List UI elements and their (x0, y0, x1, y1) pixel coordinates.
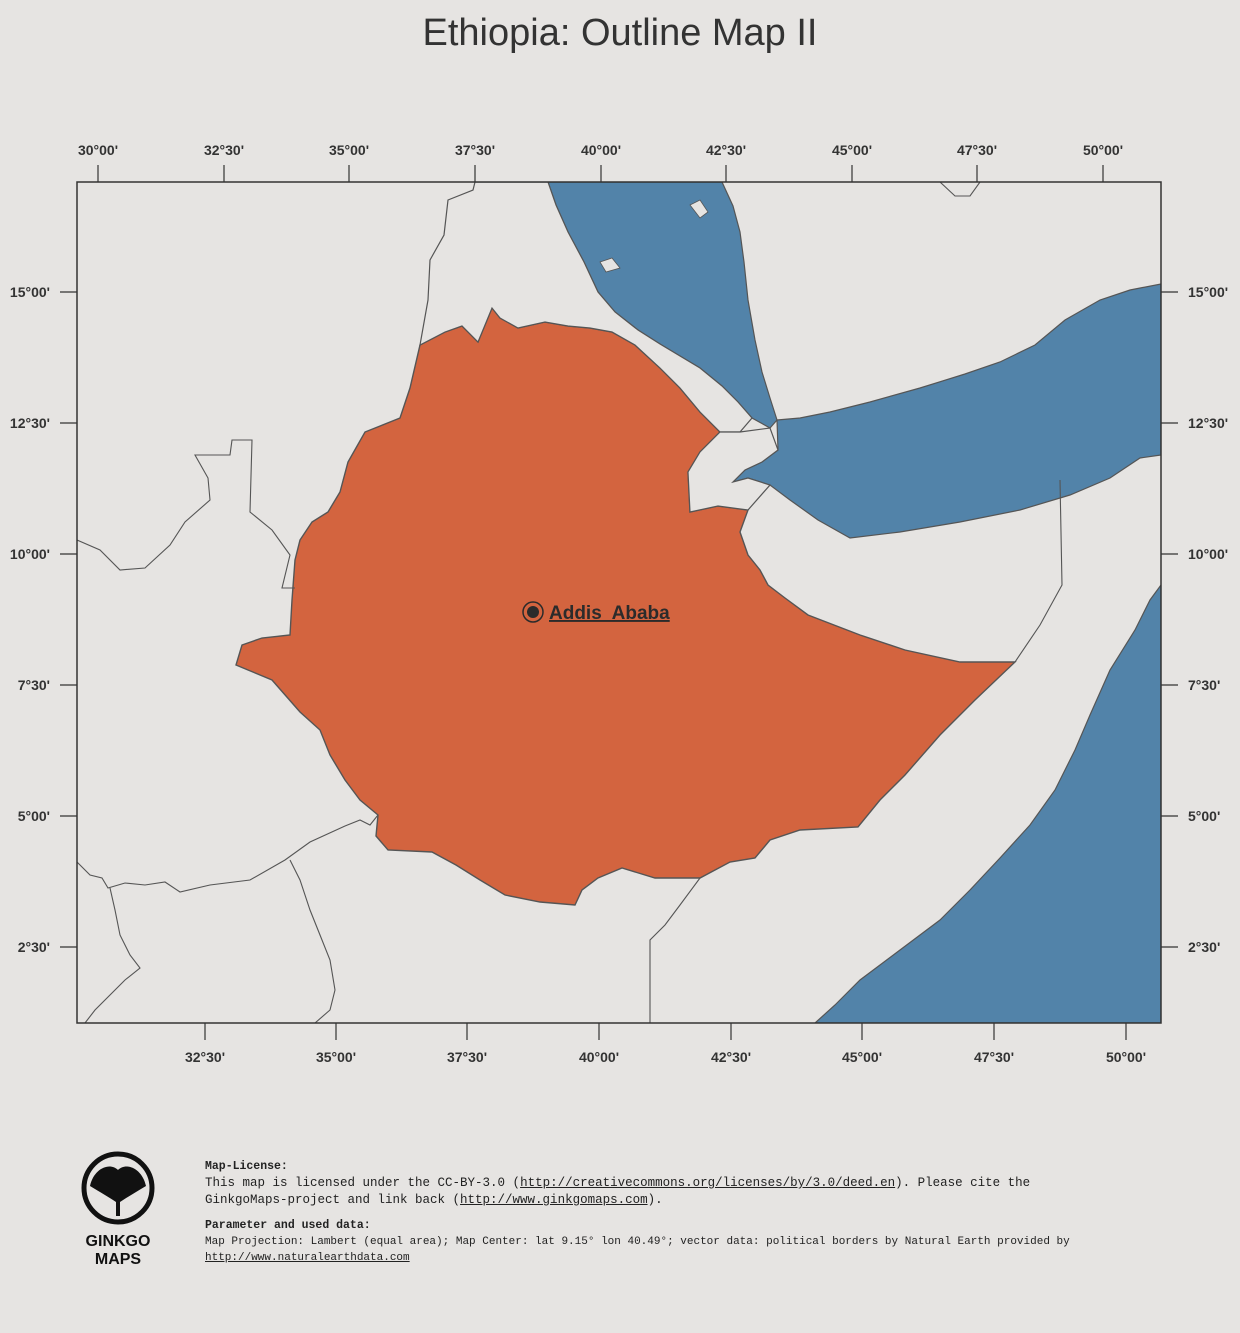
capital-marker-ring (522, 601, 544, 623)
left-lat-label: 12°30' (10, 415, 50, 431)
params-line: Map Projection: Lambert (equal area); Ma… (205, 1236, 1070, 1248)
left-lat-labels: 15°00' 12°30' 10°00' 7°30' 5°00' 2°30' (10, 284, 50, 955)
ginkgo-maps-logo: GINKGO MAPS (78, 1150, 158, 1269)
top-lon-label: 32°30' (204, 142, 244, 158)
params-heading: Parameter and used data: (205, 1219, 371, 1232)
bottom-lon-labels: 32°30' 35°00' 37°30' 40°00' 42°30' 45°00… (185, 1049, 1146, 1065)
naturalearth-link[interactable]: http://www.naturalearthdata.com (205, 1252, 410, 1264)
left-lat-label: 15°00' (10, 284, 50, 300)
map-frame (76, 181, 1162, 1024)
axis-ticks (60, 165, 1178, 1040)
license-block: Map-License: This map is licensed under … (205, 1160, 1195, 1266)
map-body: Addis Ababa (77, 182, 1161, 1023)
right-lat-label: 5°00' (1188, 808, 1220, 824)
top-lon-label: 37°30' (455, 142, 495, 158)
neighbor-borders (77, 182, 1063, 1023)
license-line-1: This map is licensed under the CC-BY-3.0… (205, 1175, 1195, 1192)
left-lat-label: 7°30' (18, 677, 50, 693)
bottom-lon-label: 45°00' (842, 1049, 882, 1065)
top-lon-label: 50°00' (1083, 142, 1123, 158)
top-lon-label: 40°00' (581, 142, 621, 158)
top-lon-label: 35°00' (329, 142, 369, 158)
left-lat-label: 5°00' (18, 808, 50, 824)
license-text: GinkgoMaps-project and link back ( (205, 1193, 461, 1207)
bottom-lon-label: 42°30' (711, 1049, 751, 1065)
license-text: This map is licensed under the CC-BY-3.0… (205, 1176, 521, 1190)
bottom-lon-label: 37°30' (447, 1049, 487, 1065)
license-heading: Map-License: (205, 1160, 288, 1173)
right-lat-label: 15°00' (1188, 284, 1228, 300)
top-lon-label: 30°00' (78, 142, 118, 158)
ginkgo-leaf-icon (81, 1151, 155, 1225)
djibouti (687, 427, 779, 513)
capital-label: Addis Ababa (549, 603, 670, 624)
bottom-lon-label: 35°00' (316, 1049, 356, 1065)
eritrea (419, 182, 753, 433)
cc-license-link[interactable]: http://creativecommons.org/licenses/by/3… (520, 1176, 896, 1190)
right-lat-label: 2°30' (1188, 939, 1220, 955)
left-lat-label: 2°30' (18, 939, 50, 955)
bottom-lon-label: 32°30' (185, 1049, 225, 1065)
bottom-lon-label: 50°00' (1106, 1049, 1146, 1065)
ginkgomaps-link[interactable]: http://www.ginkgomaps.com (460, 1193, 648, 1207)
right-lat-label: 7°30' (1188, 677, 1220, 693)
license-text: ). Please cite the (895, 1176, 1031, 1190)
map-title: Ethiopia: Outline Map II (422, 12, 818, 54)
top-lon-labels: 30°00' 32°30' 35°00' 37°30' 40°00' 42°30… (78, 142, 1123, 158)
right-lat-label: 12°30' (1188, 415, 1228, 431)
bottom-lon-label: 47°30' (974, 1049, 1014, 1065)
left-lat-label: 10°00' (10, 546, 50, 562)
top-lon-label: 42°30' (706, 142, 746, 158)
license-text: ). (647, 1193, 663, 1207)
top-lon-label: 47°30' (957, 142, 997, 158)
logo-text: GINKGO MAPS (85, 1233, 151, 1268)
top-lon-label: 45°00' (832, 142, 872, 158)
dahlak-islands (599, 199, 709, 273)
license-line-2: GinkgoMaps-project and link back (http:/… (205, 1192, 1195, 1209)
indian-ocean (814, 583, 1161, 1023)
right-lat-label: 10°00' (1188, 546, 1228, 562)
capital-marker-dot (527, 606, 539, 618)
right-lat-labels: 15°00' 12°30' 10°00' 7°30' 5°00' 2°30' (1188, 284, 1228, 955)
bottom-lon-label: 40°00' (579, 1049, 619, 1065)
